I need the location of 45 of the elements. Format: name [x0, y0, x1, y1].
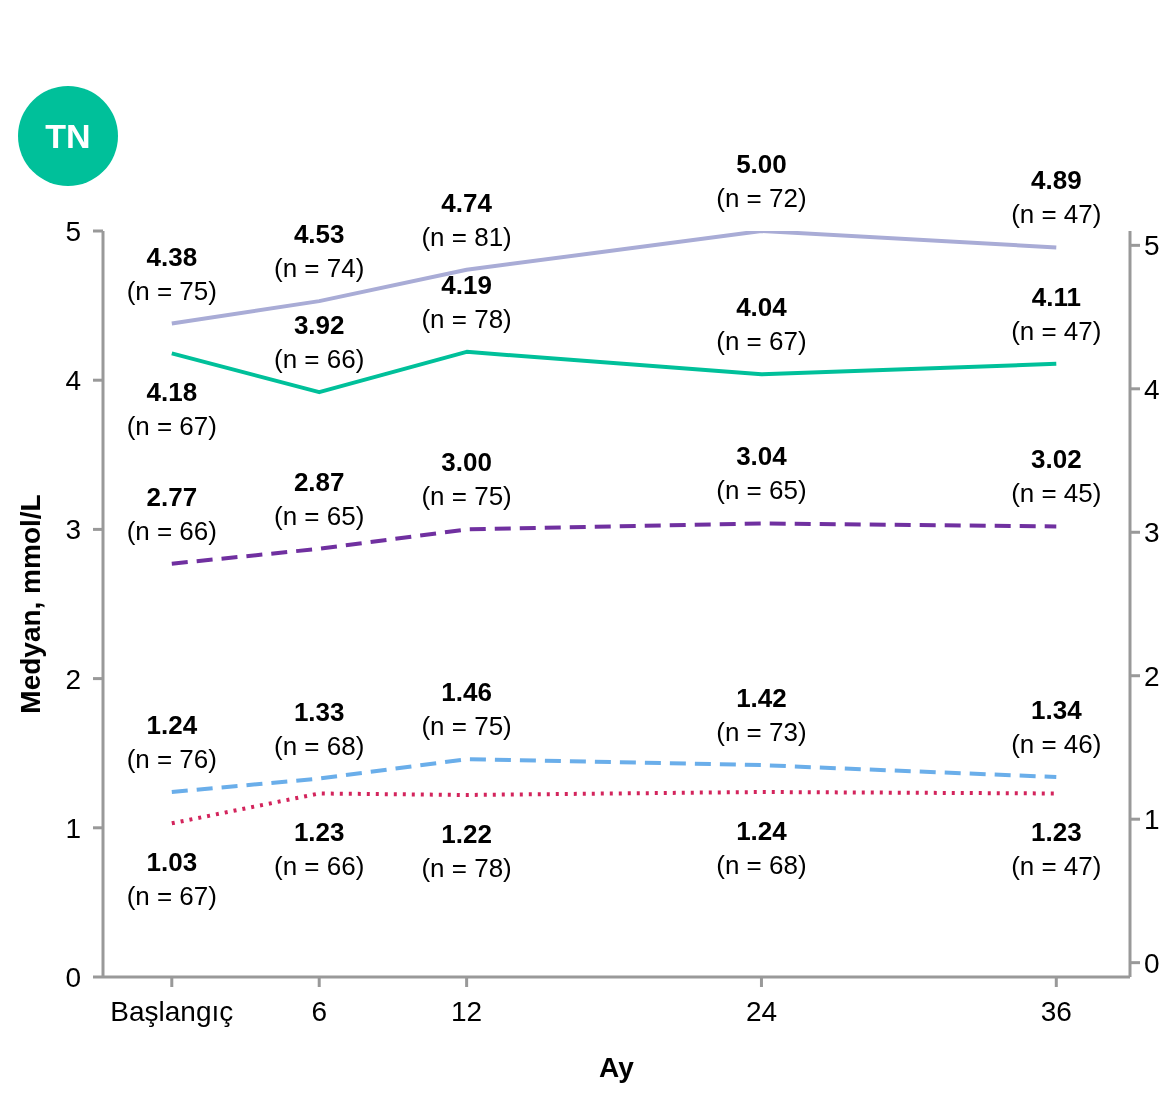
data-label: 4.11 (n = 47): [1011, 281, 1102, 346]
x-axis-title: Ay: [599, 1052, 635, 1083]
data-label: 4.18 (n = 67): [126, 377, 217, 442]
data-label: 1.33 (n = 68): [274, 696, 365, 761]
data-label: 2.77 (n = 66): [126, 481, 217, 546]
data-label: 4.38 (n = 75): [126, 241, 217, 306]
x-tick-label: 12: [451, 995, 483, 1027]
y-tick-label: 2: [65, 663, 81, 695]
data-label: 2.87 (n = 65): [274, 466, 365, 531]
y-tick-label: 5: [65, 215, 81, 247]
y-tick-label: 4: [65, 365, 81, 397]
y2-tick-label: 2: [1144, 660, 1160, 692]
data-label: 1.03 (n = 67): [126, 847, 217, 912]
x-tick-label: 24: [745, 995, 778, 1027]
data-label: 1.42 (n = 73): [716, 683, 807, 748]
data-label: 3.02 (n = 45): [1011, 444, 1102, 509]
y-tick-label: 1: [65, 812, 81, 844]
y2-tick-label: 5: [1144, 230, 1160, 262]
x-tick-label: 36: [1040, 995, 1072, 1027]
y2-tick-label: 3: [1144, 517, 1160, 549]
data-label: 3.04 (n = 65): [716, 441, 807, 506]
y-tick-label: 0: [65, 961, 81, 993]
data-label: 1.23 (n = 66): [274, 817, 365, 882]
data-label: 1.23 (n = 47): [1011, 817, 1102, 882]
data-label: 5.00 (n = 72): [716, 149, 807, 213]
y2-tick-label: 4: [1144, 373, 1160, 405]
data-label: 3.00 (n = 75): [421, 447, 512, 512]
data-label: 1.34 (n = 46): [1011, 695, 1102, 760]
data-label: 1.22 (n = 78): [421, 818, 512, 883]
data-label: 4.74 (n = 81): [421, 187, 512, 252]
y-axis-title: Medyan, mmol/L: [14, 494, 46, 714]
circle-badge: TN: [18, 86, 118, 186]
data-label: 4.19 (n = 78): [421, 269, 512, 334]
data-label: 1.24 (n = 68): [716, 815, 807, 880]
x-tick-label: 6: [311, 995, 327, 1027]
data-label: 4.89 (n = 47): [1011, 165, 1102, 230]
data-label: 3.92 (n = 66): [274, 310, 365, 375]
data-label: 1.24 (n = 76): [126, 709, 217, 774]
y2-tick-label: 0: [1144, 947, 1160, 979]
x-tick-label: Başlangıç: [110, 995, 234, 1027]
y-tick-label: 3: [65, 514, 81, 546]
data-label: 4.04 (n = 67): [716, 292, 807, 357]
data-label: 1.46 (n = 75): [421, 677, 512, 742]
data-label: 4.53 (n = 74): [274, 219, 365, 284]
y2-tick-label: 1: [1144, 804, 1160, 836]
